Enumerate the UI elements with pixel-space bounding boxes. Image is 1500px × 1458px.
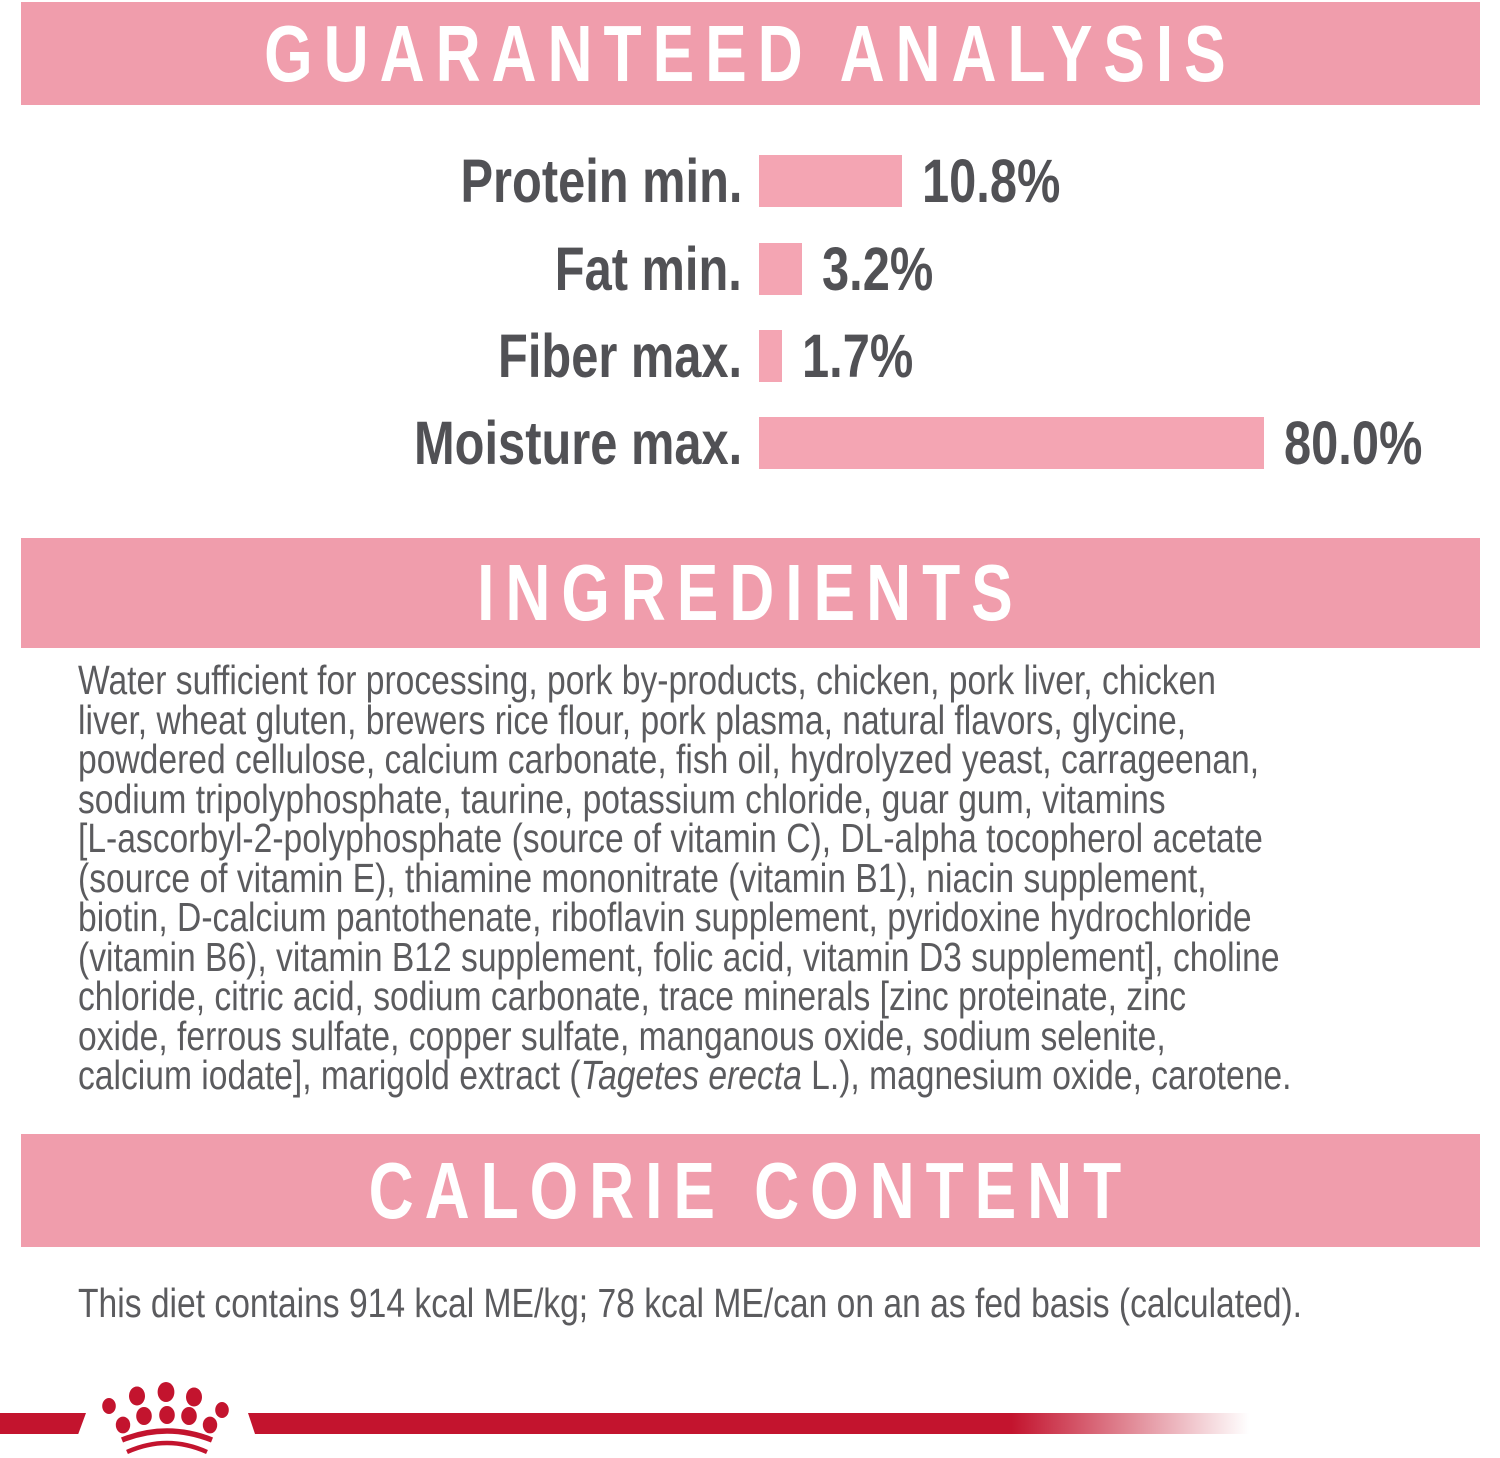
chart-row-value: 10.8% <box>922 147 1061 215</box>
ingredients-line-text: (source of vitamin E), thiamine mononitr… <box>78 854 1207 901</box>
chart-label-box: Moisture max. <box>0 408 742 478</box>
chart-row-label: Fat min. <box>554 235 742 303</box>
ingredients-line: Water sufficient for processing, pork by… <box>78 657 1478 703</box>
ingredients-band: INGREDIENTS <box>21 538 1480 648</box>
ingredients-line-last: calcium iodate], marigold extract (Taget… <box>78 1055 1478 1096</box>
chart-row-fiber: Fiber max. 1.7% <box>0 322 1500 390</box>
chart-value-box: 10.8% <box>922 146 1095 216</box>
ingredients-line-text: sodium tripolyphosphate, taurine, potass… <box>78 775 1166 822</box>
chart-row-label: Protein min. <box>460 147 742 215</box>
chart-row-moisture: Moisture max. 80.0% <box>0 409 1500 477</box>
ingredients-title: INGREDIENTS <box>477 548 1024 637</box>
chart-value-box: 1.7% <box>802 321 941 391</box>
ingredients-line-text: calcium iodate], marigold extract (Taget… <box>78 1055 1291 1096</box>
ingredients-paragraph: Water sufficient for processing, pork by… <box>78 657 1478 1096</box>
chart-bar <box>759 330 782 382</box>
ingredients-last-pre: calcium iodate], marigold extract ( <box>78 1052 581 1098</box>
chart-label-box: Fat min. <box>0 234 742 304</box>
chart-bar <box>759 155 902 207</box>
calorie-line: This diet contains 914 kcal ME/kg; 78 kc… <box>78 1280 1478 1326</box>
ingredients-line: (vitamin B6), vitamin B12 supplement, fo… <box>78 933 1478 980</box>
royal-canin-crown-icon <box>102 1382 229 1455</box>
ingredients-line-text: biotin, D-calcium pantothenate, riboflav… <box>78 894 1252 940</box>
calorie-content-band: CALORIE CONTENT <box>21 1134 1480 1247</box>
chart-row-protein: Protein min. 10.8% <box>0 147 1500 215</box>
chart-bar <box>759 417 1264 469</box>
chart-row-value: 80.0% <box>1284 409 1423 477</box>
chart-value-box: 3.2% <box>822 234 961 304</box>
ingredients-line-text: powdered cellulose, calcium carbonate, f… <box>78 736 1260 782</box>
brand-rule-right <box>248 1413 1280 1434</box>
chart-row-value: 3.2% <box>822 235 934 303</box>
chart-value-box: 80.0% <box>1284 408 1457 478</box>
chart-row-value: 1.7% <box>802 322 914 390</box>
guaranteed-analysis-title: GUARANTEED ANALYSIS <box>264 8 1237 98</box>
ingredients-line: liver, wheat gluten, brewers rice flour,… <box>78 696 1478 743</box>
ingredients-line-text: liver, wheat gluten, brewers rice flour,… <box>78 696 1187 743</box>
ingredients-line-text: Water sufficient for processing, pork by… <box>78 657 1216 703</box>
ingredients-line-text: [L-ascorbyl-2-polyphosphate (source of v… <box>78 815 1263 861</box>
calorie-content-title: CALORIE CONTENT <box>368 1145 1133 1235</box>
ingredients-line: chloride, citric acid, sodium carbonate,… <box>78 973 1478 1019</box>
ingredients-line: biotin, D-calcium pantothenate, riboflav… <box>78 894 1478 940</box>
ingredients-line: (source of vitamin E), thiamine mononitr… <box>78 854 1478 901</box>
chart-label-box: Fiber max. <box>0 321 742 391</box>
ingredients-line-text: oxide, ferrous sulfate, copper sulfate, … <box>78 1012 1166 1059</box>
ingredients-line: oxide, ferrous sulfate, copper sulfate, … <box>78 1012 1478 1059</box>
calorie-line-text: This diet contains 914 kcal ME/kg; 78 kc… <box>78 1280 1303 1326</box>
ingredients-last-post: L.), magnesium oxide, carotene. <box>801 1052 1292 1098</box>
guaranteed-analysis-band: GUARANTEED ANALYSIS <box>21 2 1480 105</box>
chart-row-label: Fiber max. <box>497 322 742 390</box>
ingredients-line-text: (vitamin B6), vitamin B12 supplement, fo… <box>78 933 1280 980</box>
ingredients-line: [L-ascorbyl-2-polyphosphate (source of v… <box>78 815 1478 861</box>
calorie-statement: This diet contains 914 kcal ME/kg; 78 kc… <box>78 1280 1478 1326</box>
chart-label-box: Protein min. <box>0 146 742 216</box>
chart-bar <box>759 243 802 295</box>
ingredients-line-text: chloride, citric acid, sodium carbonate,… <box>78 973 1187 1019</box>
chart-row-label: Moisture max. <box>413 409 742 477</box>
ingredients-line: powdered cellulose, calcium carbonate, f… <box>78 736 1478 782</box>
brand-rule-left <box>0 1413 86 1434</box>
ingredients-latin-name: Tagetes erecta <box>580 1052 802 1098</box>
ingredients-line: sodium tripolyphosphate, taurine, potass… <box>78 775 1478 822</box>
chart-row-fat: Fat min. 3.2% <box>0 235 1500 303</box>
